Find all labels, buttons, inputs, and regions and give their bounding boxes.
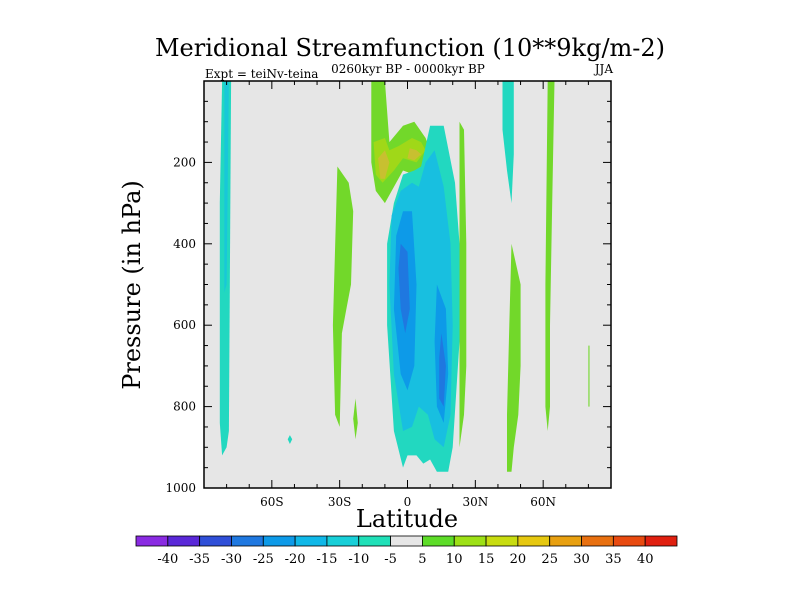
x-tick-label: 60S — [260, 495, 284, 509]
y-tick-label: 200 — [173, 155, 196, 169]
colorbar-swatch — [485, 535, 519, 547]
colorbar-label: -15 — [316, 552, 337, 567]
contour-spot-28s — [353, 398, 358, 440]
colorbar-label: -40 — [157, 552, 178, 567]
contour-core-upper-max-2 — [407, 148, 422, 161]
contour-band-57n-pos — [545, 81, 555, 431]
colorbar-swatch — [262, 535, 296, 547]
subtitle-left: Expt = teiNv-teina — [205, 67, 318, 81]
colorbar-label: 40 — [637, 552, 654, 567]
subtitle-right: JJA — [593, 62, 614, 76]
colorbar-label: 10 — [446, 552, 463, 567]
y-tick-label: 1000 — [165, 481, 196, 495]
x-axis-label: Latitude — [356, 505, 458, 533]
colorbar-swatch — [517, 535, 551, 547]
x-tick-label: 30S — [328, 495, 352, 509]
contour-band-central-neg-core-2 — [439, 333, 446, 407]
colorbar-label: -30 — [221, 552, 242, 567]
colorbar-swatch — [294, 535, 328, 547]
x-tick-label: 30N — [462, 495, 488, 509]
contour-band-50n-pos — [507, 243, 521, 472]
x-tick-label: 0 — [404, 495, 412, 509]
colorbar-label: -10 — [348, 552, 369, 567]
colorbar-label: -35 — [189, 552, 210, 567]
colorbar-label: 20 — [510, 552, 527, 567]
contour-band-80n-pos — [588, 345, 590, 407]
axis-ticks: 60S 30S 0 30N 60N 200 400 600 800 1000 — [165, 81, 611, 509]
contour-band-sp-inner — [224, 81, 229, 293]
colorbar-swatch — [231, 535, 264, 547]
colorbar-label: 35 — [605, 552, 622, 567]
colorbar: -40 -35 -30 -25 -20 -15 -10 -5 5 10 15 20 25 30 35 40 — [135, 535, 678, 567]
contour-band-central-neg-core — [398, 243, 410, 334]
colorbar-swatch — [549, 535, 582, 547]
colorbar-swatch — [135, 535, 169, 547]
contour-band-30s-pos — [332, 166, 354, 427]
y-tick-label: 400 — [173, 237, 196, 251]
colorbar-label: 5 — [418, 552, 426, 567]
chart-title: Meridional Streamfunction (10**9kg/m-2) — [155, 34, 665, 62]
contour-regions — [219, 81, 590, 472]
y-tick-label: 800 — [173, 400, 196, 414]
colorbar-swatch — [581, 535, 614, 547]
colorbar-swatch — [358, 535, 391, 547]
y-axis-label: Pressure (in hPa) — [118, 180, 146, 390]
contour-band-45n-neg — [502, 81, 514, 204]
colorbar-label: 15 — [478, 552, 495, 567]
colorbar-label: -20 — [285, 552, 306, 567]
x-tick-label: 60N — [530, 495, 556, 509]
colorbar-swatch — [390, 535, 423, 547]
colorbar-swatch — [612, 535, 646, 547]
colorbar-swatch — [422, 535, 455, 547]
colorbar-label: 25 — [541, 552, 558, 567]
colorbar-swatch — [199, 535, 232, 547]
colorbar-label: 30 — [573, 552, 590, 567]
contour-band-35n-pos — [459, 121, 467, 448]
y-tick-label: 600 — [173, 318, 196, 332]
contour-spot-45s — [287, 435, 293, 444]
colorbar-label: -25 — [253, 552, 274, 567]
colorbar-swatch — [167, 535, 201, 547]
subtitle-center: 0260kyr BP - 0000kyr BP — [331, 62, 485, 76]
colorbar-label: -5 — [384, 552, 397, 567]
colorbar-swatch — [326, 535, 360, 547]
colorbar-swatch — [644, 535, 678, 547]
colorbar-swatch — [453, 535, 487, 547]
contour-core-upper-max — [378, 150, 390, 179]
